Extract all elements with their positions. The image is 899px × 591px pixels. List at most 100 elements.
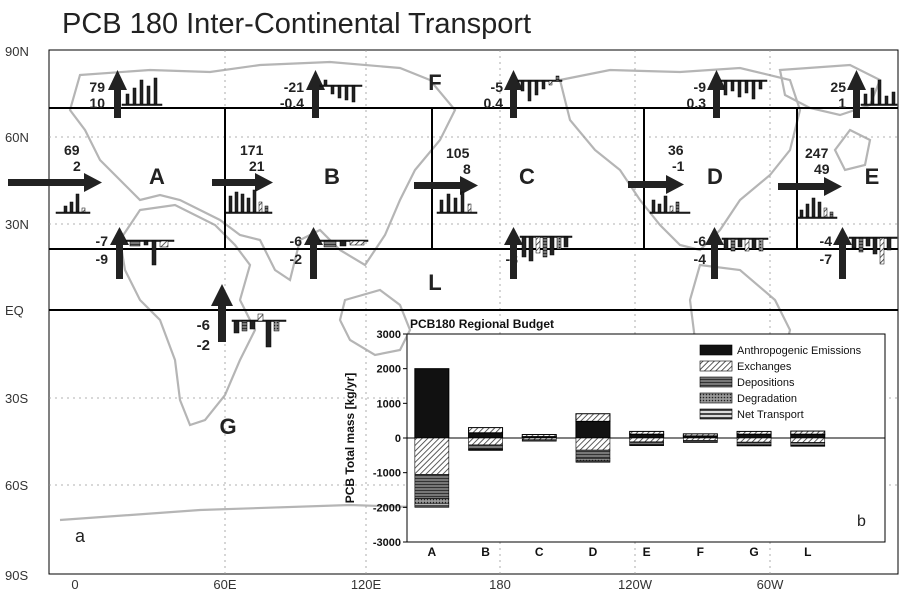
flux-c-upper: 105 — [446, 145, 470, 161]
equator-flux-upper: -6 — [197, 317, 210, 334]
north-arrow-e — [847, 70, 866, 118]
bar-positive-exchange-b — [468, 427, 504, 434]
flux-b-lower: 21 — [249, 158, 265, 174]
flux-b-upper: 171 — [240, 142, 264, 158]
y-ticks: 3000 2000 1000 0 -1000 -2000 -3000 — [373, 329, 407, 549]
bar-exchanges-g — [736, 437, 772, 443]
region-label-e: E — [865, 164, 880, 189]
regional-budget-chart: PCB180 Regional Budget PCB Total mass [k… — [343, 317, 886, 559]
x-tick-label: B — [481, 545, 490, 559]
flux-d-upper: 36 — [668, 142, 684, 158]
equator-flux-lower: -2 — [197, 337, 210, 354]
x-tick-label: D — [589, 545, 598, 559]
region-label-d: D — [707, 164, 723, 189]
bar-positive-exchange-f — [682, 433, 718, 437]
bar-depositions-e — [629, 441, 664, 445]
south-arrow-a — [110, 227, 129, 279]
x-tick-label: F — [697, 545, 704, 559]
south-flux-d-upper: -6 — [694, 233, 707, 249]
bar-positive-exchange-d — [575, 413, 611, 422]
bar-emissions-l — [790, 433, 826, 439]
zonal-arrows — [8, 173, 842, 196]
lat-label-60n: 60N — [5, 130, 29, 145]
flux-a-lower: 2 — [73, 158, 81, 174]
north-flux-c-upper: -5 — [491, 79, 504, 95]
legend-swatch — [699, 392, 733, 404]
bar-emissions-b — [468, 432, 504, 439]
lat-label-30s: 30S — [5, 391, 28, 406]
south-flux-b-upper: -6 — [290, 233, 303, 249]
bar-depositions-b — [468, 444, 503, 450]
bar-depositions-g — [736, 441, 772, 446]
legend-swatch — [699, 408, 733, 420]
bar-depositions-a — [414, 474, 450, 499]
south-arrows — [110, 227, 852, 279]
bar-exchanges-d — [575, 437, 611, 451]
south-arrow-e — [833, 227, 852, 279]
arrow-into-d — [628, 175, 684, 194]
lon-label-180: 180 — [489, 577, 511, 591]
mini-bars-south — [125, 235, 898, 266]
y-tick-label: -3000 — [373, 537, 401, 549]
y-tick-label: 1000 — [377, 398, 401, 410]
x-tick-label: A — [428, 545, 437, 559]
flux-e-upper: 247 — [805, 145, 829, 161]
lon-label-0: 0 — [71, 577, 78, 591]
y-tick-label: 3000 — [377, 329, 401, 341]
bar-exchanges-f — [683, 437, 718, 441]
panel-label-b: b — [857, 513, 866, 530]
south-flux-c-lower: -3 — [506, 251, 519, 267]
bar-positive-exchange-l — [790, 430, 826, 435]
x-tick-label: L — [804, 545, 811, 559]
north-flux-d-upper: -9 — [694, 79, 707, 95]
lat-label-eq: EQ — [5, 303, 24, 318]
flux-d-lower: -1 — [672, 158, 685, 174]
south-flux-e-upper: -4 — [820, 233, 833, 249]
lat-label-60s: 60S — [5, 478, 28, 493]
mini-bars-zonal — [55, 189, 838, 219]
region-label-l: L — [428, 270, 441, 295]
panel-label-a: a — [75, 526, 86, 546]
region-label-c: C — [519, 164, 535, 189]
bar-net-transport-b — [468, 449, 503, 451]
x-tick-label: G — [749, 545, 758, 559]
y-tick-label: 0 — [395, 433, 401, 445]
bar-depositions-d — [575, 449, 611, 460]
bar-positive-exchange-c — [521, 434, 557, 438]
region-label-b: B — [324, 164, 340, 189]
mini-bars-north — [121, 75, 898, 106]
bar-net-transport-a — [414, 503, 450, 508]
south-arrow-d — [705, 227, 724, 279]
bar-degradation-d — [575, 458, 611, 462]
y-tick-label: 2000 — [377, 364, 401, 376]
lon-label-60w: 60W — [757, 577, 784, 591]
north-flux-e-upper: 25 — [830, 79, 846, 95]
arrow-into-e — [778, 177, 842, 196]
region-boundaries — [49, 107, 898, 311]
legend-swatch — [699, 344, 733, 356]
legend-label: Exchanges — [737, 361, 792, 373]
legend-label: Degradation — [737, 393, 797, 405]
figure-title: PCB 180 Inter-Continental Transport — [62, 8, 532, 40]
lon-label-120w: 120W — [618, 577, 653, 591]
legend-label: Depositions — [737, 377, 795, 389]
x-tick-label: C — [535, 545, 544, 559]
north-arrow-d — [707, 70, 726, 118]
lon-label-60e: 60E — [213, 577, 236, 591]
north-flux-c-lower: 0.4 — [484, 95, 504, 111]
arrow-into-b — [212, 173, 273, 192]
north-flux-a-upper: 79 — [89, 79, 105, 95]
lat-label-90n: 90N — [5, 44, 29, 59]
chart-title: PCB180 Regional Budget — [410, 317, 554, 331]
south-flux-c-upper: -5 — [506, 233, 519, 249]
flux-a-upper: 69 — [64, 142, 80, 158]
mini-bars-equator — [231, 313, 287, 348]
bar-net-transport-d — [575, 460, 611, 463]
north-flux-b-lower: -0.4 — [280, 95, 304, 111]
north-flux-a-lower: 10 — [89, 95, 105, 111]
bar-emissions-e — [629, 433, 665, 439]
legend-label: Anthropogenic Emissions — [737, 345, 862, 357]
region-label-f: F — [428, 70, 441, 95]
